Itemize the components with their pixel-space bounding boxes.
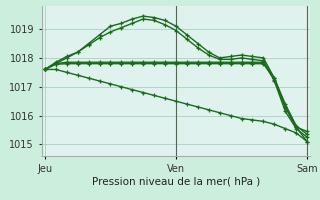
X-axis label: Pression niveau de la mer( hPa ): Pression niveau de la mer( hPa ): [92, 176, 260, 186]
